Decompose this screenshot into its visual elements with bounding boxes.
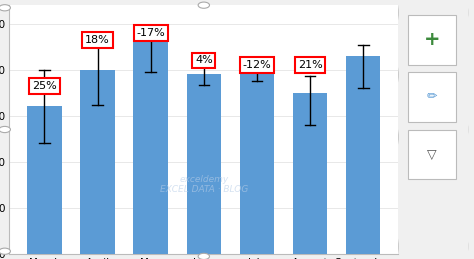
Bar <box>293 93 328 254</box>
Bar <box>187 74 221 254</box>
Circle shape <box>198 2 210 8</box>
Bar <box>346 56 381 254</box>
Text: -17%: -17% <box>137 28 165 38</box>
Text: 4%: 4% <box>195 55 213 66</box>
Bar <box>80 70 115 254</box>
Text: 21%: 21% <box>298 60 322 70</box>
Bar <box>133 37 168 254</box>
Circle shape <box>469 0 474 25</box>
Text: -12%: -12% <box>243 60 271 70</box>
Circle shape <box>391 62 398 87</box>
Text: exceldemy
EXCEL DATA · BLOG: exceldemy EXCEL DATA · BLOG <box>160 175 248 194</box>
FancyBboxPatch shape <box>408 72 456 122</box>
Text: 25%: 25% <box>32 81 57 91</box>
Text: 18%: 18% <box>85 35 110 45</box>
Circle shape <box>0 5 10 11</box>
FancyBboxPatch shape <box>408 15 456 65</box>
Text: ▽: ▽ <box>427 148 437 161</box>
Title: Chart Title: Chart Title <box>157 0 251 2</box>
Circle shape <box>198 253 210 259</box>
Text: +: + <box>424 31 440 49</box>
Circle shape <box>0 248 10 254</box>
Circle shape <box>391 234 398 259</box>
Circle shape <box>391 125 398 149</box>
Bar <box>240 70 274 254</box>
Circle shape <box>469 234 474 259</box>
Bar <box>27 106 62 254</box>
Circle shape <box>391 0 398 25</box>
Circle shape <box>469 117 474 142</box>
FancyBboxPatch shape <box>408 130 456 179</box>
Text: ✏: ✏ <box>427 91 437 104</box>
Circle shape <box>0 126 10 133</box>
